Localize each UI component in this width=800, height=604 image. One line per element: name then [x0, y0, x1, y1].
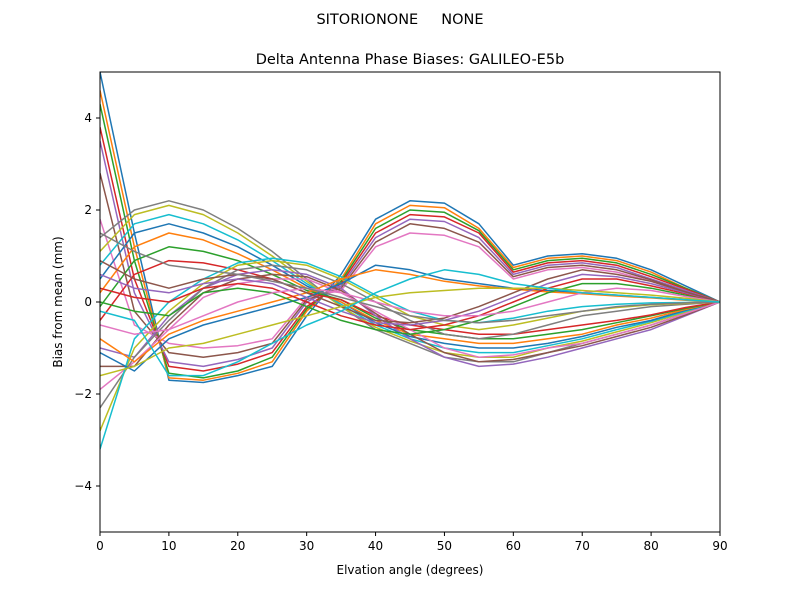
y-tick-label: −2: [74, 387, 92, 401]
series-line-2: [100, 90, 720, 381]
x-tick-label: 60: [506, 539, 521, 553]
x-tick-label: 80: [643, 539, 658, 553]
series-line-30: [100, 269, 720, 377]
series-line-4: [100, 127, 720, 372]
x-tick-label: 10: [161, 539, 176, 553]
x-tick-label: 20: [230, 539, 245, 553]
series-line-9: [100, 204, 720, 358]
series-line-7: [100, 218, 720, 349]
series-line-27: [100, 287, 720, 335]
series-line-24: [100, 278, 720, 331]
x-tick-label: 40: [368, 539, 383, 553]
y-axis-label: Bias from mean (mm): [51, 236, 65, 367]
x-tick-label: 30: [299, 539, 314, 553]
y-tick-label: 2: [84, 203, 92, 217]
series-line-3: [100, 104, 720, 379]
x-tick-label: 50: [437, 539, 452, 553]
figure-suptitle: SITORIONONE NONE: [316, 12, 483, 28]
series-line-22: [100, 269, 720, 363]
chart-title: Delta Antenna Phase Biases: GALILEO-E5b: [256, 52, 565, 68]
x-tick-label: 90: [712, 539, 727, 553]
y-tick-label: −4: [74, 479, 92, 493]
series-line-23: [100, 282, 720, 335]
series-line-5: [100, 140, 720, 368]
x-tick-label: 0: [96, 539, 104, 553]
series-line-1: [100, 72, 720, 384]
y-tick-label: 4: [84, 111, 92, 125]
x-axis-label: Elvation angle (degrees): [337, 563, 484, 577]
series-line-28: [100, 232, 720, 324]
series-line-25: [100, 273, 720, 326]
series-line-29: [100, 287, 720, 377]
series-line-26: [100, 259, 720, 324]
series-line-6: [100, 173, 720, 358]
series-line-11: [100, 223, 720, 349]
x-tick-label: 70: [575, 539, 590, 553]
y-tick-label: 0: [84, 295, 92, 309]
